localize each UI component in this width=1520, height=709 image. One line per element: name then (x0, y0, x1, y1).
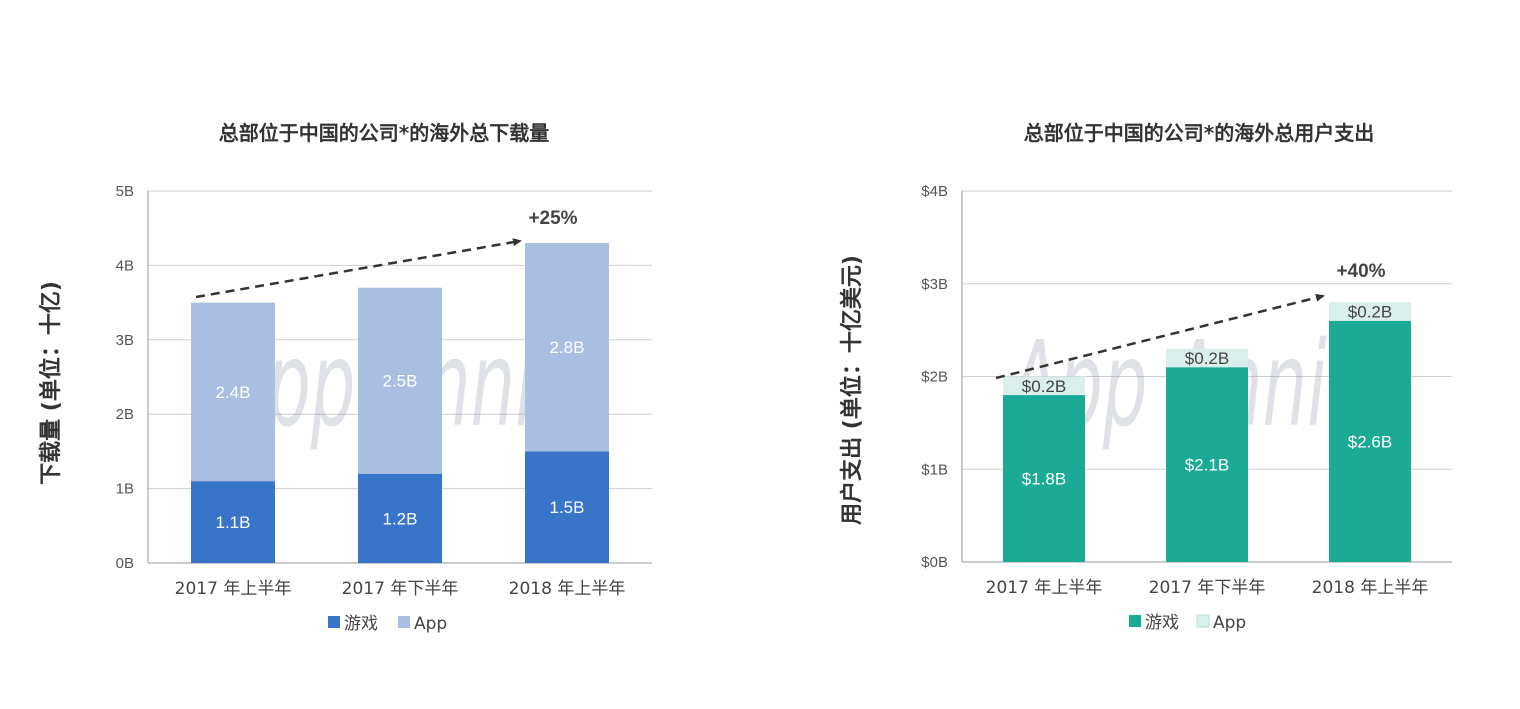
legend-label: App (414, 614, 447, 634)
bar-apps-1 (191, 302, 275, 482)
y-axis-label: 下载量 (单位：十亿) (38, 281, 64, 485)
x-tick-label: 2018 年上半年 (1312, 578, 1429, 598)
x-tick-label: 2017 年下半年 (342, 579, 459, 599)
bar-games-1 (1003, 395, 1085, 562)
legend-swatch (328, 616, 340, 628)
data-label: $2.6B (1348, 432, 1392, 451)
data-label: $1.8B (1022, 470, 1066, 489)
x-tick-label: 2018 年上半年 (509, 579, 626, 599)
growth-annotation: +25% (528, 208, 577, 229)
y-tick-label: 1B (116, 481, 134, 498)
bar-games-1 (191, 481, 275, 563)
y-tick-label: 2B (116, 406, 134, 423)
bar-games-3 (525, 451, 609, 563)
growth-arrow (995, 293, 1325, 380)
growth-arrow (195, 238, 522, 299)
y-tick-label: 4B (116, 257, 134, 274)
y-tick-label: 0B (116, 555, 134, 572)
data-label: 2.5B (383, 372, 418, 391)
y-tick-label: 3B (116, 332, 134, 349)
x-tick-label: 2017 年上半年 (986, 578, 1103, 598)
x-tick-label: 2017 年下半年 (1149, 578, 1266, 598)
legend-swatch (398, 616, 410, 628)
legend-swatch (1129, 615, 1141, 627)
y-axis-label: 用户支出 (单位：十亿美元) (839, 255, 865, 525)
bar-games-2 (1166, 367, 1248, 562)
data-label: 1.1B (216, 513, 251, 532)
chart-title: 总部位于中国的公司*的海外总下载量 (219, 121, 549, 145)
bar-apps-1 (1003, 376, 1085, 396)
bar-games-2 (358, 473, 442, 563)
chart-title: 总部位于中国的公司*的海外总用户支出 (1024, 121, 1374, 145)
bar-apps-3 (1329, 302, 1411, 321)
data-label: $0.2B (1022, 377, 1066, 396)
data-label: 1.2B (383, 509, 418, 528)
y-tick-label: $3B (921, 276, 948, 293)
bar-apps-2 (358, 287, 442, 474)
data-label: 2.4B (216, 383, 251, 402)
y-tick-label: $0B (921, 554, 948, 571)
y-tick-label: $1B (921, 461, 948, 478)
y-tick-label: $2B (921, 369, 948, 386)
bar-games-3 (1329, 320, 1411, 562)
growth-annotation: +40% (1336, 261, 1385, 282)
legend-label: 游戏 (1145, 613, 1179, 633)
data-label: 1.5B (550, 498, 585, 517)
data-label: $0.2B (1185, 349, 1229, 368)
data-label: 2.8B (550, 338, 585, 357)
legend-label: App (1213, 613, 1246, 633)
y-tick-label: $4B (921, 183, 948, 200)
legend-label: 游戏 (344, 614, 378, 634)
data-label: $0.2B (1348, 303, 1392, 322)
bar-apps-3 (525, 243, 609, 452)
x-tick-label: 2017 年上半年 (175, 579, 292, 599)
legend-swatch (1196, 614, 1210, 628)
bar-apps-2 (1166, 348, 1248, 368)
data-label: $2.1B (1185, 456, 1229, 475)
y-tick-label: 5B (116, 183, 134, 200)
